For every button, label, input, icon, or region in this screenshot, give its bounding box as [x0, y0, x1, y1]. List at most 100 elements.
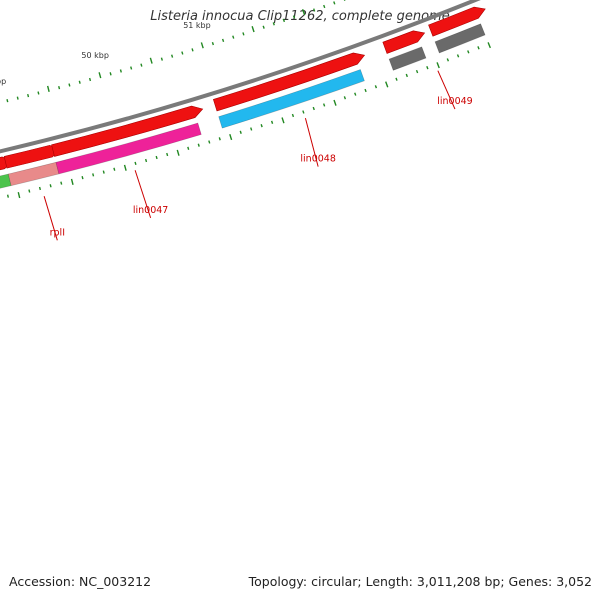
- outer-tick-34: [123, 164, 127, 171]
- accession-text: Accession: NC_003212: [9, 574, 152, 589]
- inner-tick-26: [16, 96, 19, 100]
- outer-tick-45: [239, 130, 242, 134]
- outer-tick-60: [395, 77, 398, 81]
- inner-tick-38: [140, 63, 143, 67]
- inner-tick-50: [262, 25, 265, 29]
- kbp-label: 51 kbp: [183, 21, 211, 30]
- inner-tick-45: [211, 41, 215, 46]
- inner-tick-marks: [6, 0, 346, 103]
- outer-tick-36: [144, 158, 148, 163]
- outer-tick-65: [446, 58, 450, 62]
- gene-lin0049: [388, 46, 427, 71]
- inner-tick-31: [68, 83, 71, 87]
- inner-tick-44: [200, 42, 204, 49]
- inner-tick-42: [181, 51, 184, 55]
- inner-tick-34: [98, 72, 102, 79]
- outer-tick-68: [477, 46, 480, 50]
- outer-tick-54: [333, 99, 337, 106]
- cds-arrow-4: [213, 52, 366, 112]
- outer-tick-39: [176, 149, 180, 156]
- outer-tick-69: [487, 42, 491, 49]
- outer-tick-35: [134, 161, 137, 166]
- outer-tick-47: [260, 124, 263, 128]
- inner-tick-32: [78, 80, 81, 84]
- inner-tick-33: [88, 77, 92, 82]
- outer-tick-50: [291, 113, 295, 118]
- outer-tick-44: [229, 133, 233, 141]
- cds-arrow-5: [382, 30, 426, 54]
- inner-tick-46: [221, 38, 225, 43]
- outer-tick-67: [467, 50, 470, 54]
- gene-label: lin0048: [300, 154, 335, 165]
- outer-tick-marks: [6, 42, 491, 199]
- outer-tick-53: [322, 103, 326, 107]
- inner-tick-47: [232, 35, 235, 39]
- inner-tick-55: [313, 8, 316, 12]
- outer-tick-63: [426, 66, 429, 70]
- gene-label-leader: [43, 196, 58, 241]
- gene-rplI: [7, 161, 60, 187]
- outer-tick-38: [166, 152, 169, 157]
- cds-track: [0, 6, 486, 171]
- genome-backbone: [0, 0, 481, 154]
- inner-tick-51: [272, 22, 275, 26]
- outer-tick-52: [312, 106, 315, 111]
- inner-tick-25: [6, 99, 9, 103]
- outer-tick-32: [102, 170, 105, 174]
- outer-tick-27: [49, 184, 52, 188]
- outer-tick-57: [364, 88, 367, 93]
- outer-tick-40: [187, 146, 190, 150]
- outer-tick-28: [60, 181, 63, 185]
- gene-lin0048: [218, 69, 365, 129]
- outer-tick-46: [250, 127, 253, 131]
- outer-tick-31: [92, 173, 95, 177]
- inner-tick-58: [343, 0, 346, 1]
- outer-tick-64: [436, 62, 440, 69]
- outer-tick-58: [374, 85, 378, 89]
- inner-tick-36: [119, 69, 122, 73]
- outer-tick-26: [38, 186, 42, 191]
- inner-tick-37: [130, 66, 133, 70]
- gene-labels: lin0045rplIlin0047lin0048lin0049: [43, 70, 473, 241]
- gene-lin0047: [55, 122, 202, 175]
- outer-tick-25: [28, 189, 31, 193]
- outer-tick-48: [270, 120, 274, 124]
- inner-tick-39: [149, 57, 153, 64]
- outer-tick-23: [6, 194, 9, 198]
- outer-tick-29: [70, 178, 74, 185]
- outer-tick-49: [281, 117, 285, 124]
- inner-tick-28: [37, 91, 40, 95]
- inner-tick-52: [282, 18, 286, 23]
- outer-tick-24: [17, 192, 21, 199]
- gene-track: [0, 23, 486, 189]
- outer-tick-59: [385, 81, 389, 88]
- gene-label-leader: [304, 118, 319, 167]
- inner-tick-43: [191, 48, 194, 52]
- inner-tick-56: [323, 4, 326, 9]
- gene-label-leader: [437, 70, 456, 110]
- outer-tick-55: [343, 96, 347, 100]
- cds-arrow-3: [51, 105, 204, 157]
- gene-label: rplI: [50, 227, 65, 238]
- outer-tick-43: [218, 137, 221, 141]
- gene-label: lin0047: [133, 205, 168, 216]
- inner-tick-54: [301, 9, 306, 16]
- outer-tick-66: [456, 54, 460, 58]
- inner-tick-48: [242, 32, 245, 36]
- inner-tick-40: [160, 57, 163, 61]
- gene-label: lin0049: [437, 96, 472, 107]
- inner-tick-41: [171, 54, 174, 58]
- outer-tick-33: [113, 167, 116, 171]
- inner-tick-49: [251, 26, 255, 33]
- kbp-label: 50 kbp: [81, 51, 109, 60]
- outer-tick-30: [81, 176, 84, 180]
- inner-tick-30: [58, 86, 61, 90]
- outer-tick-61: [405, 73, 408, 78]
- gene-lin0045: [0, 173, 12, 189]
- map-title: Listeria innocua Clip11262, complete gen…: [150, 9, 450, 24]
- genome-summary-text: Topology: circular; Length: 3,011,208 bp…: [248, 574, 592, 589]
- outer-tick-37: [155, 155, 158, 160]
- outer-tick-51: [302, 110, 305, 114]
